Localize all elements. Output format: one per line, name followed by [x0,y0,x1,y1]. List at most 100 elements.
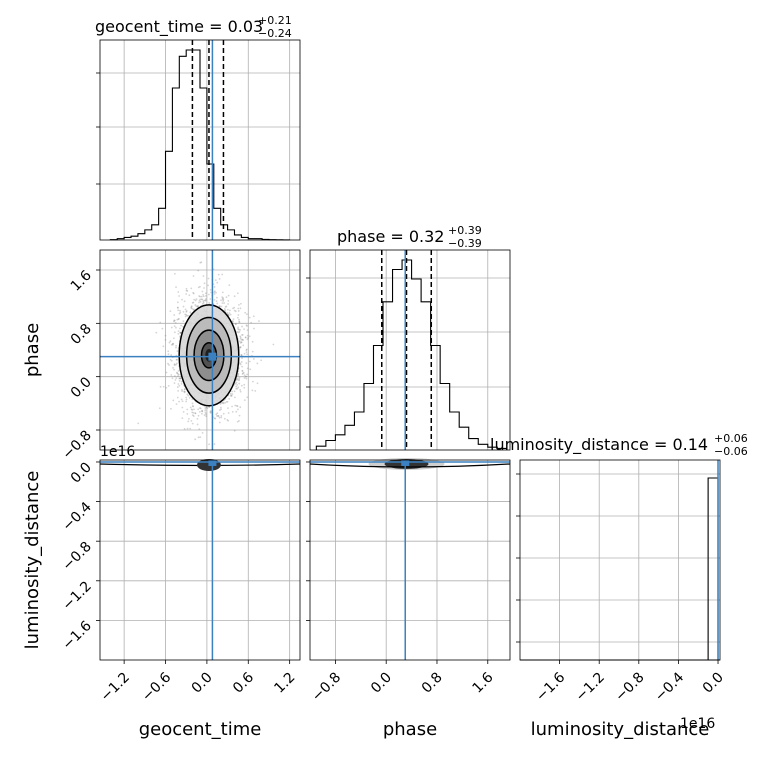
sample-point [185,293,188,295]
geocent-time-title: geocent_time = 0.03 [95,17,263,37]
panel-frame [309,249,511,451]
sample-point [220,299,222,302]
sample-point [173,320,175,323]
sample-point [198,407,201,409]
sample-point [222,402,225,405]
sample-point [240,354,243,356]
truth-marker [208,352,217,361]
sample-point [240,341,243,344]
sample-point [238,321,241,324]
sample-point [173,319,176,322]
sample-point [193,298,196,301]
sample-point [201,290,204,293]
sample-point [189,311,192,314]
sample-point [227,412,230,414]
sample-point [192,411,195,414]
sample-point [179,309,181,312]
sample-point [199,436,202,439]
sample-point [202,301,205,304]
sample-point [170,359,173,362]
sample-point [253,327,255,330]
sample-point [240,384,243,387]
sample-point [192,292,195,295]
sample-point [235,385,238,388]
sample-point [217,273,220,276]
sample-point [246,396,249,399]
sample-point [197,304,199,307]
sample-point [214,279,217,282]
sample-point [254,389,257,392]
sample-point [228,312,231,315]
sample-point [237,310,240,312]
sample-point [165,371,168,374]
sample-point [192,405,195,408]
sample-point [185,313,188,316]
sample-point [186,413,189,415]
x-axis-label-luminosity-distance: luminosity_distance [531,719,710,740]
contour-line [309,463,511,468]
sample-point [225,305,228,308]
sample-point [210,291,212,294]
sample-point [213,443,216,445]
sample-point [248,360,251,363]
sample-point [187,314,190,317]
sample-point [175,344,178,347]
sample-point [237,331,240,334]
sample-point [182,305,185,308]
sample-point [226,418,229,421]
sample-point [238,379,240,382]
sample-point [219,409,221,411]
sample-point [216,412,219,415]
sample-point [175,362,178,365]
y-offset-text: 1e16 [100,444,135,460]
sample-point [187,420,190,423]
sample-point [224,401,226,404]
sample-point [247,337,250,339]
sample-point [176,318,179,321]
sample-point [237,326,240,329]
sample-point [178,312,181,315]
sample-point [200,298,203,300]
sample-point [239,337,242,340]
phase-title: phase = 0.32 [337,227,444,246]
sample-point [237,328,239,330]
sample-point [183,388,186,391]
sample-point [224,306,227,308]
sample-point [214,290,216,293]
sample-point [252,358,255,360]
sample-point [173,364,176,367]
sample-point [217,414,219,417]
sample-point [236,383,239,386]
sample-point [231,320,234,323]
y-tick-label-luminosity-distance: −0.4 [59,499,94,534]
panel-frame [99,39,301,241]
sample-point [204,409,207,412]
sample-point [204,292,207,295]
luminosity-distance-title-minus: −0.06 [714,445,748,458]
sample-point [239,307,242,310]
sample-point [205,413,207,416]
sample-point [183,390,186,393]
sample-point [198,410,201,413]
sample-point [176,372,179,375]
sample-point [221,291,224,294]
sample-point [169,358,172,361]
sample-point [230,395,232,397]
sample-point [241,334,243,336]
sample-point [202,293,204,296]
sample-point [182,310,185,313]
sample-point [209,410,212,413]
sample-point [185,396,188,399]
sample-point [190,287,193,290]
sample-point [246,353,248,356]
sample-point [198,299,201,302]
sample-point [175,286,177,289]
sample-point [175,358,178,361]
sample-point [184,308,187,311]
sample-point [200,295,203,298]
sample-point [167,384,170,387]
sample-point [243,377,246,379]
sample-point [184,313,187,316]
sample-point [197,414,200,417]
sample-point [181,390,184,393]
